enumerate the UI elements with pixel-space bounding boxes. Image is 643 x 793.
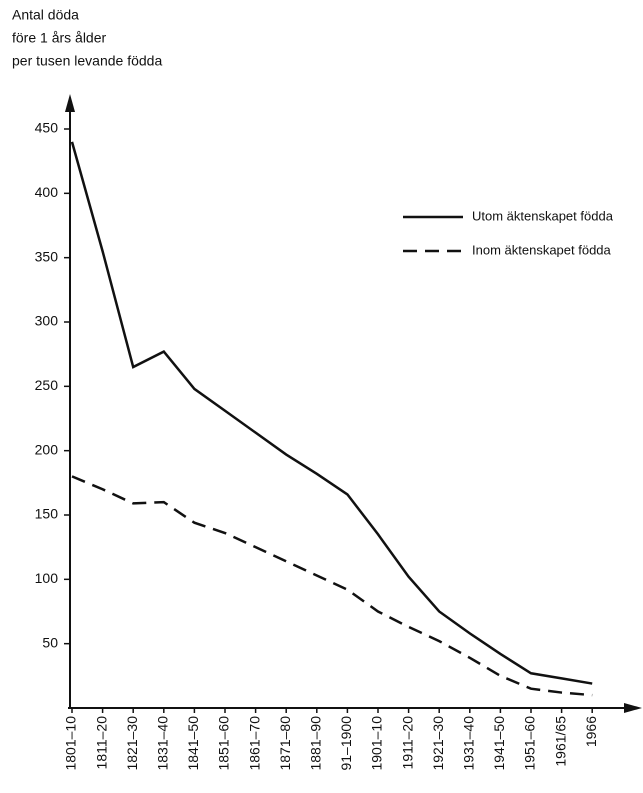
x-tick-label: 1921–30: [430, 716, 446, 771]
y-tick-label: 250: [35, 377, 59, 393]
y-tick-label: 350: [35, 248, 59, 264]
x-axis-arrow: [624, 703, 642, 713]
legend-label: Inom äktenskapet födda: [472, 242, 612, 257]
line: [71, 475, 593, 697]
x-tick-label: 1941–50: [491, 716, 507, 771]
chart-title: före 1 års ålder: [12, 30, 106, 46]
x-tick-label: 91–1900: [338, 716, 354, 771]
y-tick-label: 50: [42, 634, 58, 650]
x-tick-label: 1911–20: [399, 716, 415, 770]
x-tick-label: 1821–30: [124, 716, 140, 771]
y-tick-label: 150: [35, 506, 59, 522]
x-tick-label: 1871–80: [277, 716, 293, 771]
x-tick-label: 1881–90: [308, 716, 324, 771]
x-tick-label: 1851–60: [216, 716, 232, 771]
x-tick-label: 1841–50: [185, 716, 201, 771]
chart-title: Antal döda: [12, 7, 79, 23]
x-tick-label: 1811–20: [93, 716, 109, 770]
y-tick-label: 100: [35, 570, 59, 586]
legend-label: Utom äktenskapet födda: [472, 208, 614, 223]
x-tick-label: 1831–40: [155, 716, 171, 771]
x-tick-label: 1861–70: [246, 716, 262, 771]
y-tick-label: 450: [35, 120, 59, 136]
y-axis-arrow: [65, 94, 75, 112]
x-tick-label: 1951–60: [522, 716, 538, 771]
y-tick-label: 200: [35, 441, 59, 457]
line: [70, 141, 593, 685]
y-tick-label: 300: [35, 313, 59, 329]
x-tick-label: 1931–40: [461, 716, 477, 771]
x-tick-label: 1801–10: [63, 716, 79, 771]
x-tick-label: 1966: [583, 716, 599, 747]
y-tick-label: 400: [35, 184, 59, 200]
chart-title: per tusen levande födda: [12, 53, 162, 69]
x-tick-label: 1961/65: [552, 716, 568, 767]
x-tick-label: 1901–10: [369, 716, 385, 771]
